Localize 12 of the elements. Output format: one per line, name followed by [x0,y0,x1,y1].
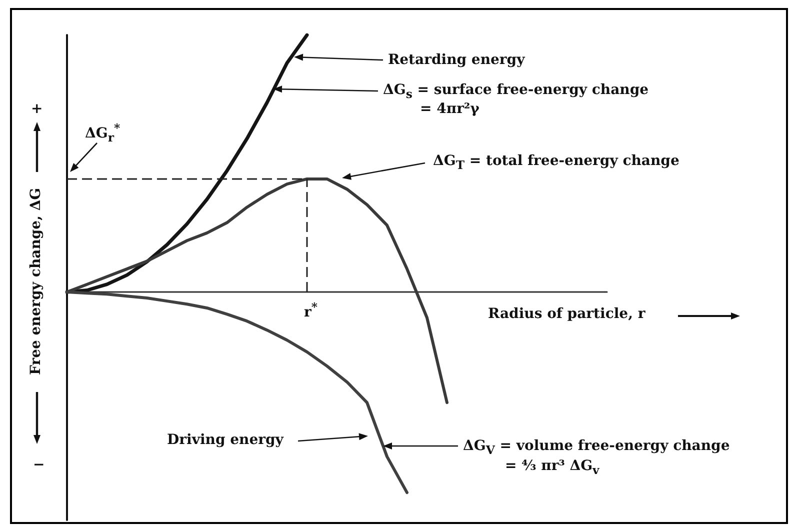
annotation: Driving energy [167,432,284,448]
y-axis-title: Free energy change, ΔG [28,188,44,375]
annotation: ΔG$_{s}$ = surface free-energy change [383,82,649,102]
annotation: = 4πr²γ [420,101,480,117]
annotation: = ⁴⁄₃ πr³ ΔG$_{v}$ [505,458,600,478]
annotation: r$^{*}$ [304,299,318,321]
annotation: Retarding energy [388,52,525,68]
annotation: ΔG$_{V}$ = volume free-energy change [463,438,730,458]
x-axis-title: Radius of particle, r [488,306,646,322]
annotation: ΔG$_{T}$ = total free-energy change [433,153,680,173]
text: − [33,457,45,473]
text: + [31,101,43,117]
